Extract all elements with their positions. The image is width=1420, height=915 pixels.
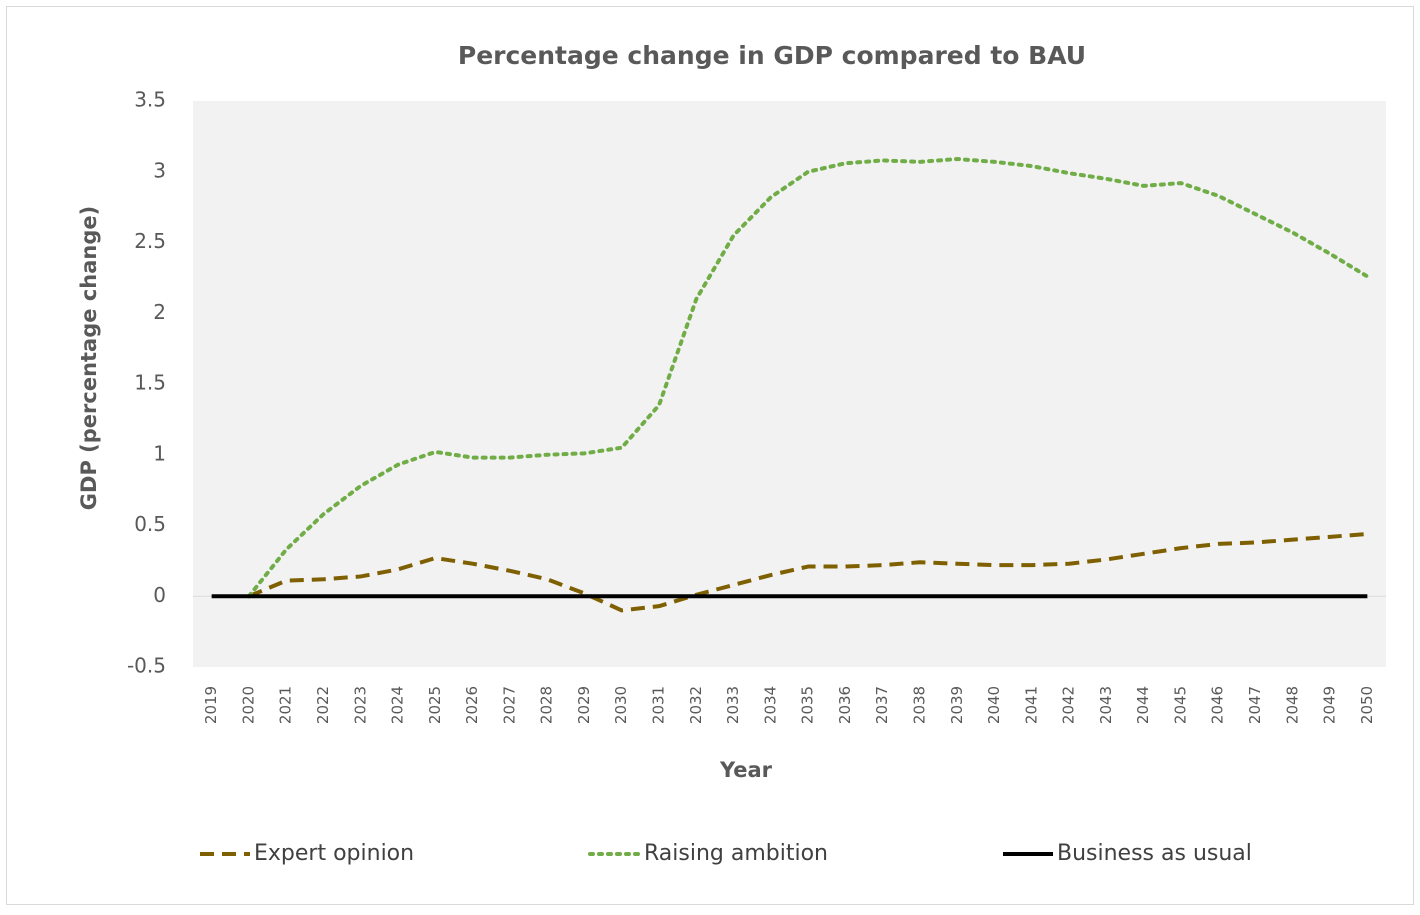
x-tick-label: 2045 xyxy=(1171,686,1189,724)
x-tick-label: 2026 xyxy=(463,686,481,724)
legend-label: Raising ambition xyxy=(644,841,828,866)
x-tick-label: 2020 xyxy=(239,686,257,724)
x-tick-label: 2044 xyxy=(1134,686,1152,724)
x-tick-label: 2038 xyxy=(910,686,928,724)
series-line xyxy=(246,157,1370,599)
y-tick-label: 3 xyxy=(153,158,166,182)
x-tick-label: 2031 xyxy=(650,686,668,724)
x-tick-label: 2043 xyxy=(1097,686,1115,724)
x-tick-label: 2046 xyxy=(1209,686,1227,724)
x-tick-label: 2041 xyxy=(1022,686,1040,724)
x-tick-label: 2019 xyxy=(202,686,220,724)
series-line xyxy=(248,531,1368,613)
x-tick-label: 2032 xyxy=(687,686,705,724)
chart-title: Percentage change in GDP compared to BAU xyxy=(458,41,1086,70)
x-tick-label: 2021 xyxy=(277,686,295,724)
x-tick-label: 2022 xyxy=(314,686,332,724)
x-tick-label: 2034 xyxy=(761,686,779,724)
x-tick-label: 2025 xyxy=(426,686,444,724)
x-tick-label: 2033 xyxy=(724,686,742,724)
x-tick-label: 2047 xyxy=(1246,686,1264,724)
y-tick-label: 1.5 xyxy=(134,371,166,395)
x-tick-label: 2035 xyxy=(799,686,817,724)
legend-label: Expert opinion xyxy=(254,841,414,866)
x-tick-label: 2039 xyxy=(948,686,966,724)
x-tick-label: 2023 xyxy=(351,686,369,724)
x-tick-label: 2042 xyxy=(1060,686,1078,724)
y-tick-label: 1 xyxy=(153,441,166,465)
x-tick-label: 2037 xyxy=(873,686,891,724)
x-tick-label: 2027 xyxy=(500,686,518,724)
x-tick-label: 2029 xyxy=(575,686,593,724)
y-tick-label: 0.5 xyxy=(134,512,166,536)
x-tick-label: 2040 xyxy=(985,686,1003,724)
y-tick-label: 2.5 xyxy=(134,229,166,253)
y-tick-label: 2 xyxy=(153,300,166,324)
y-axis-title: GDP (percentage change) xyxy=(77,206,101,510)
x-tick-label: 2036 xyxy=(836,686,854,724)
x-tick-label: 2050 xyxy=(1358,686,1376,724)
legend-label: Business as usual xyxy=(1057,841,1252,866)
x-tick-label: 2024 xyxy=(389,686,407,724)
x-axis-title: Year xyxy=(719,758,773,782)
x-tick-label: 2048 xyxy=(1283,686,1301,724)
x-tick-label: 2030 xyxy=(612,686,630,724)
x-tick-label: 2049 xyxy=(1321,686,1339,724)
y-tick-label: 3.5 xyxy=(134,88,166,112)
y-tick-label: 0 xyxy=(153,583,166,607)
y-tick-label: -0.5 xyxy=(127,654,166,678)
x-tick-label: 2028 xyxy=(538,686,556,724)
